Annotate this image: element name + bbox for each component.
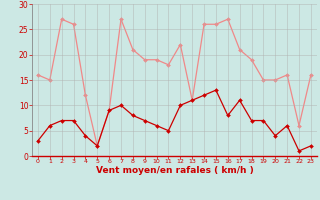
X-axis label: Vent moyen/en rafales ( km/h ): Vent moyen/en rafales ( km/h ) [96,166,253,175]
